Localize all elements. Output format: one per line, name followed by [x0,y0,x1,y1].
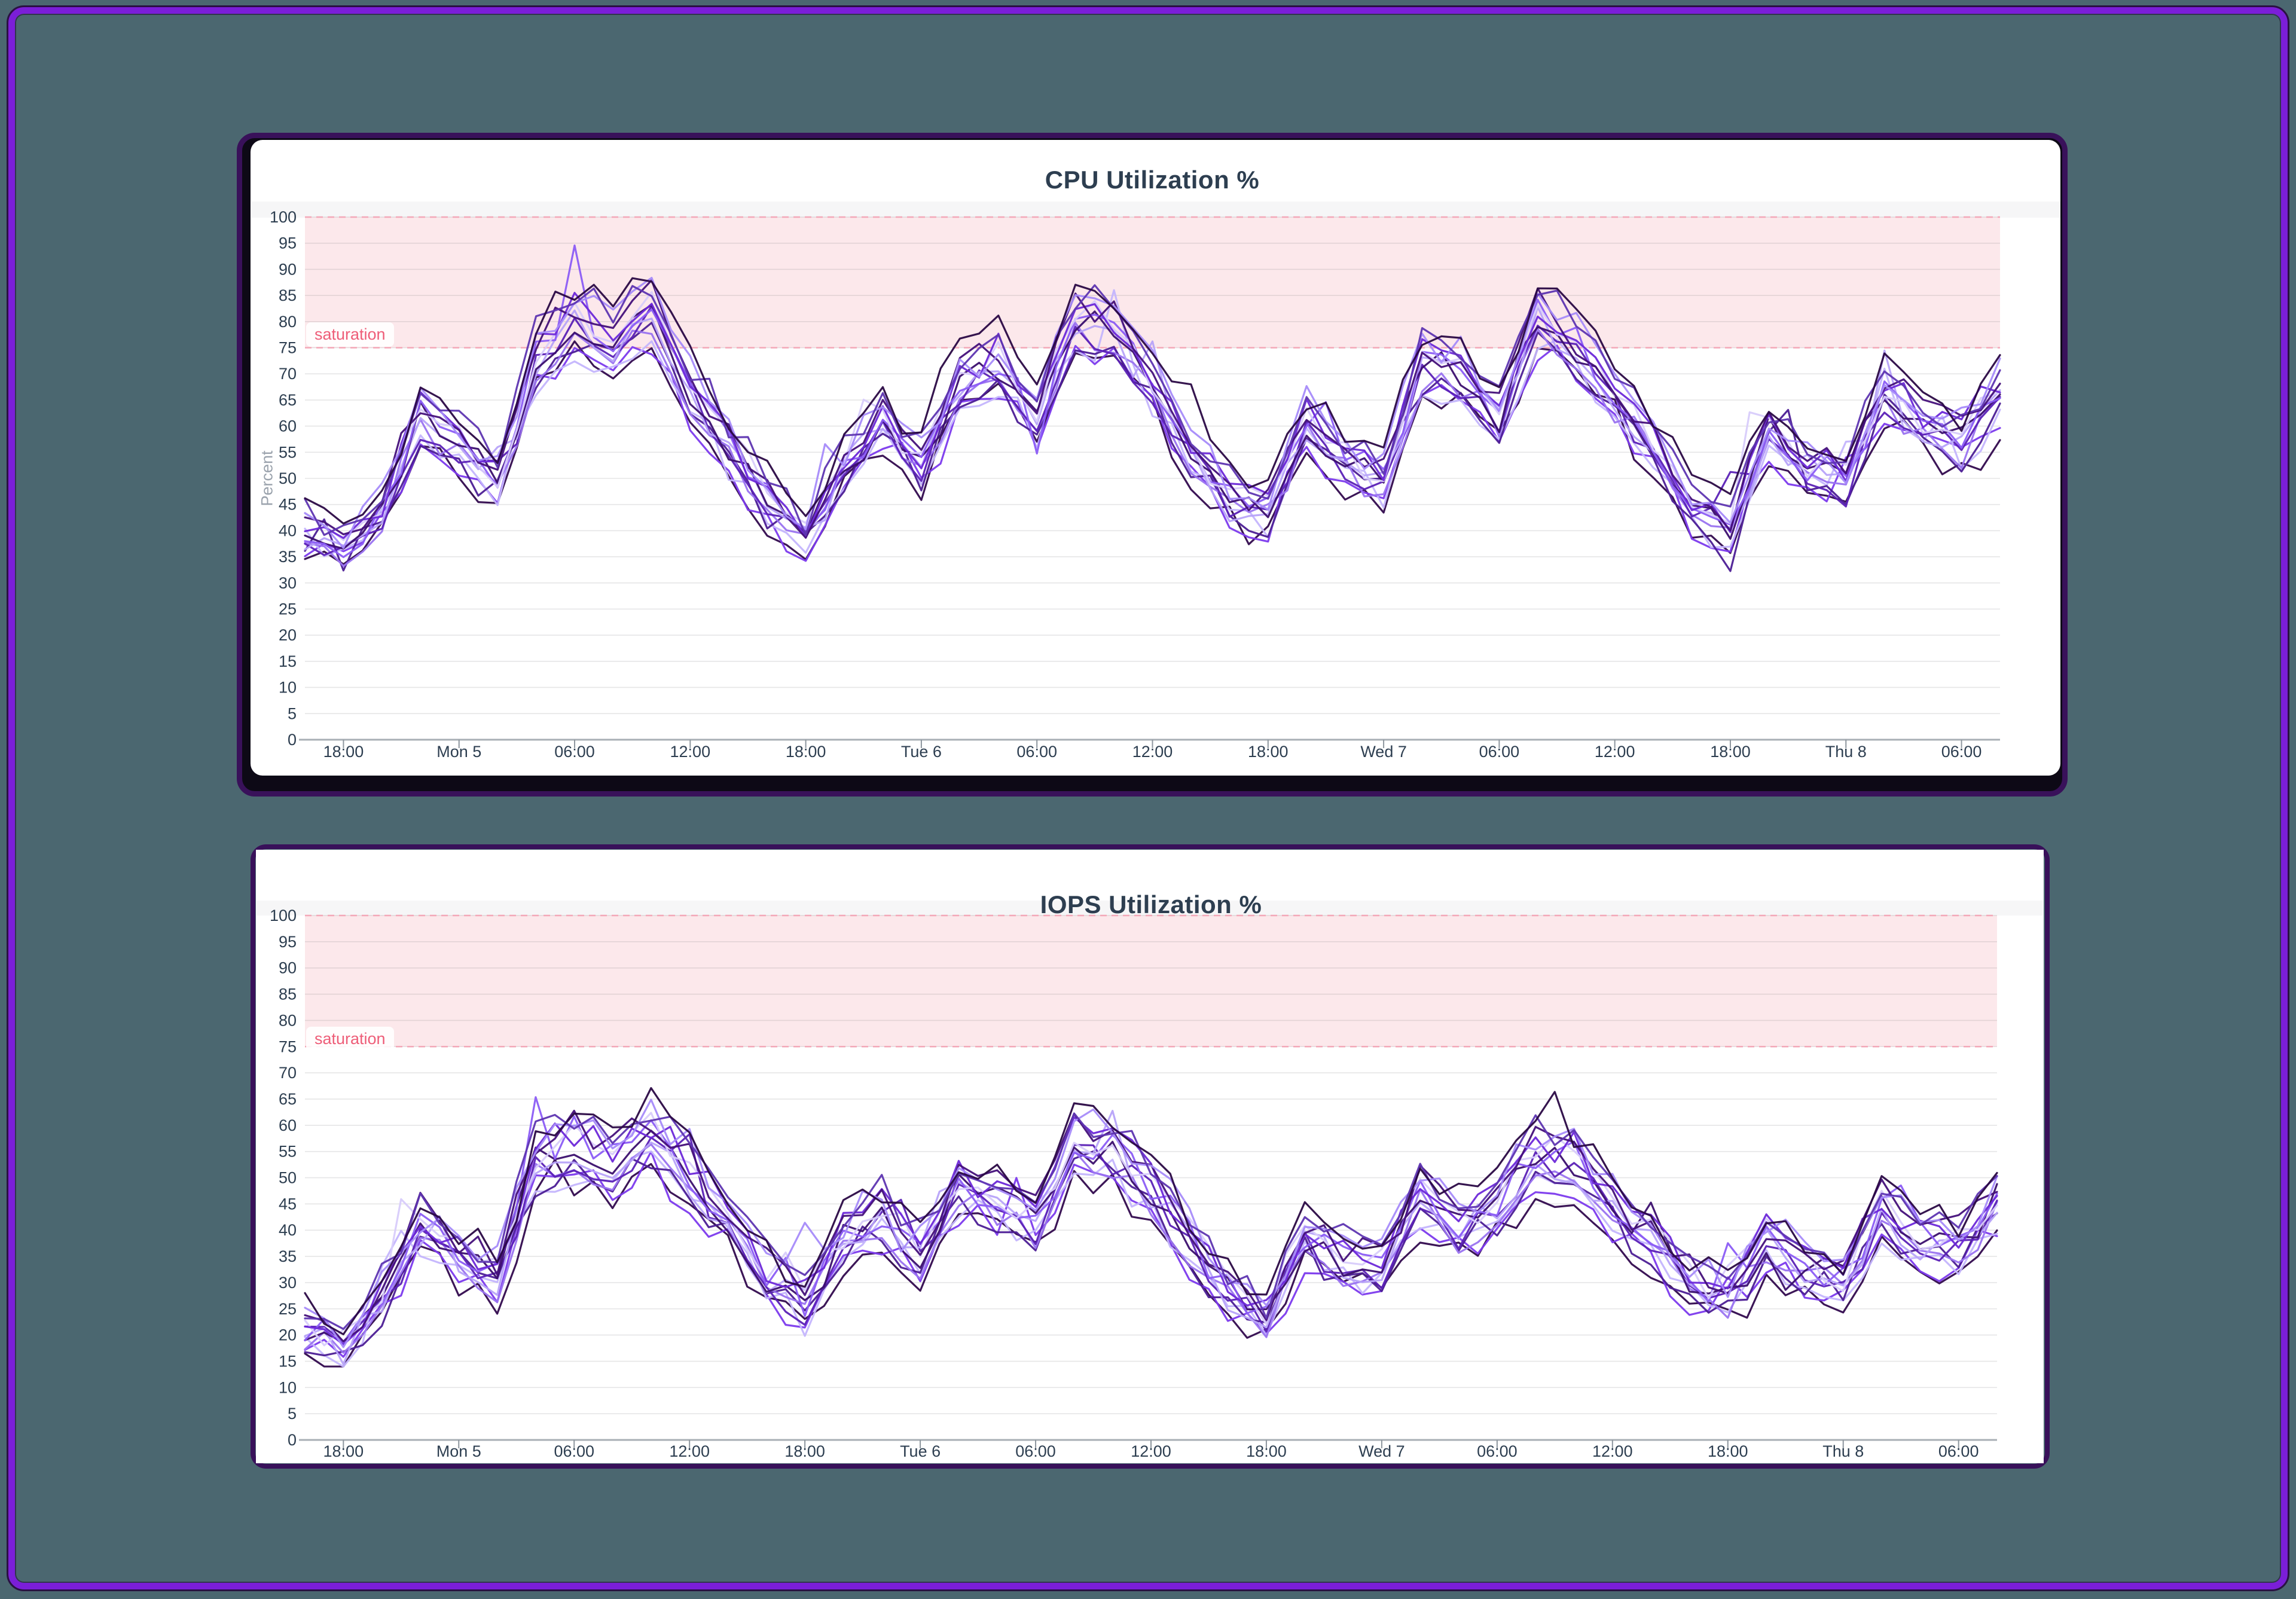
cpu-chart: 18:00 Mon 5 06:00 12:00 18:00 Tue 6 06:00 12:00… [270,208,2001,761]
iops-saturation-label: saturation [306,1027,394,1051]
iops-chart-title: IOPS Utilization % [1040,890,1262,918]
cpu-plot-top-strip [251,202,2060,218]
cpu-plot-area[interactable] [305,217,2000,740]
iops-card-frame [251,844,2050,1469]
iops-plot-top-strip [257,901,2043,916]
cpu-chart-title: CPU Utilization % [1045,166,1260,194]
iops-plot-area[interactable] [305,916,1997,1440]
iops-chart: 18:00 Mon 5 06:00 12:00 18:00 Tue 6 06:00 12:00… [270,907,1998,1460]
cpu-y-axis-label: Percent [258,450,276,506]
cpu-saturation-label: saturation [306,322,394,347]
